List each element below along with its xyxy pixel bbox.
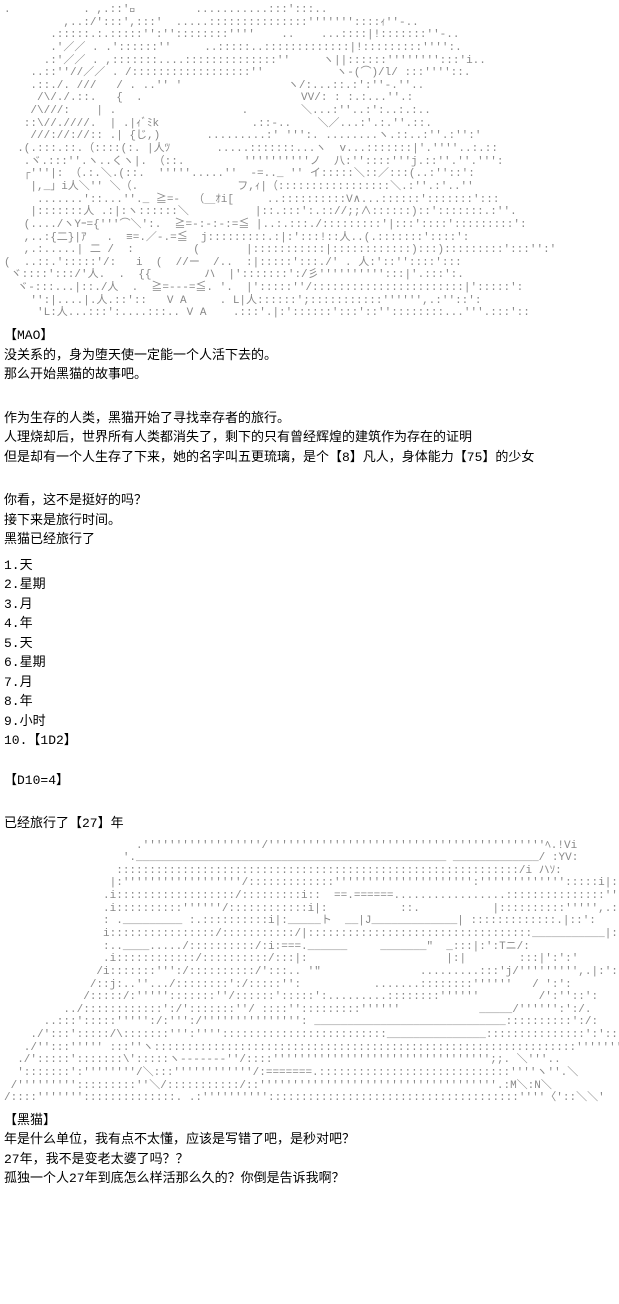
list-item: 2.星期 <box>4 575 615 595</box>
dialogue-line: 孤独一个人27年到底怎么样活那么久的？你倒是告诉我啊？ <box>4 1169 615 1189</box>
dialogue-line: 没关系的，身为堕天使一定能一个人活下去的。 <box>4 346 615 366</box>
narration-line: 你看，这不是挺好的吗？ <box>4 491 615 511</box>
list-item: 6.星期 <box>4 653 615 673</box>
dialogue-kuroneko: 【黑猫】 年是什么单位，我有点不太懂，应该是写错了吧，是秒对吧？ 27年，我不是… <box>4 1111 615 1189</box>
narration-line: 作为生存的人类，黑猫开始了寻找幸存者的旅行。 <box>4 409 615 429</box>
list-item: 7.月 <box>4 673 615 693</box>
narration-line: 接下来是旅行时间。 <box>4 511 615 531</box>
narration-line: 黑猫已经旅行了 <box>4 530 615 550</box>
speaker-label: 【MAO】 <box>4 326 615 346</box>
dialogue-line: 年是什么单位，我有点不太懂，应该是写错了吧，是秒对吧？ <box>4 1130 615 1150</box>
list-item: 4.年 <box>4 614 615 634</box>
travel-result: 已经旅行了【27】年 <box>4 814 615 834</box>
dialogue-mao: 【MAO】 没关系的，身为堕天使一定能一个人活下去的。 那么开始黑猫的故事吧。 <box>4 326 615 385</box>
ascii-art-top: . . ,.::'ﾞ ...........:::':::.. ,..:/'::… <box>4 4 615 320</box>
speaker-label: 【黑猫】 <box>4 1111 615 1131</box>
narration-block-1: 作为生存的人类，黑猫开始了寻找幸存者的旅行。 人理烧却后，世界所有人类都消失了，… <box>4 409 615 468</box>
narration-line: 人理烧却后，世界所有人类都消失了，剩下的只有曾经辉煌的建筑作为存在的证明 <box>4 428 615 448</box>
list-item: 9.小时 <box>4 712 615 732</box>
list-item: 1.天 <box>4 556 615 576</box>
narration-block-2: 你看，这不是挺好的吗？ 接下来是旅行时间。 黑猫已经旅行了 <box>4 491 615 550</box>
list-item: 3.月 <box>4 595 615 615</box>
dice-result: 【D10=4】 <box>4 771 615 791</box>
list-item: 8.年 <box>4 692 615 712</box>
list-item: 10.【1D2】 <box>4 731 615 751</box>
dialogue-line: 那么开始黑猫的故事吧。 <box>4 365 615 385</box>
narration-line: 但是却有一个人生存了下来，她的名字叫五更琉璃，是个【8】凡人，身体能力【75】的… <box>4 448 615 468</box>
option-list: 1.天 2.星期 3.月 4.年 5.天 6.星期 7.月 8.年 9.小时 1… <box>4 556 615 751</box>
ascii-art-bottom: .''''''''''''''''''/''''''''''''''''''''… <box>4 840 615 1105</box>
dialogue-line: 27年，我不是变老太婆了吗？？ <box>4 1150 615 1170</box>
list-item: 5.天 <box>4 634 615 654</box>
